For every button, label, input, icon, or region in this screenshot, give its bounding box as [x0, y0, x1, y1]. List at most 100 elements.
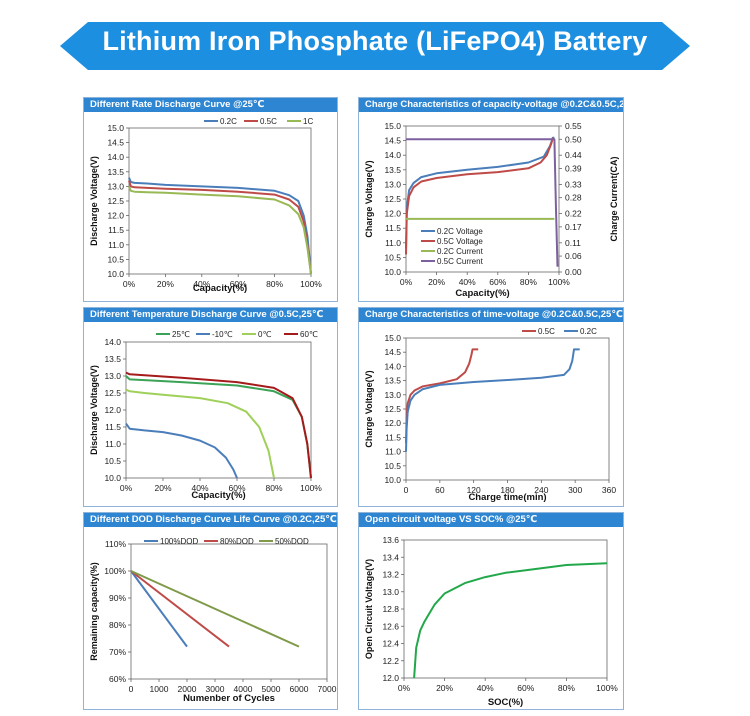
x-tick-label: 40%	[459, 277, 476, 287]
y2-tick-label: 0.06	[565, 251, 582, 261]
chart-title: Different Rate Discharge Curve @25℃	[84, 98, 337, 112]
y-tick-label: 13.0	[384, 179, 401, 189]
y-tick-label: 11.0	[385, 447, 401, 457]
y2-tick-label: 0.55	[565, 121, 582, 131]
x-tick-label: 0%	[398, 683, 411, 693]
x-tick-label: 80%	[266, 279, 283, 289]
x-tick-label: 300	[568, 485, 582, 495]
x-tick-label: 60	[435, 485, 445, 495]
ocv-soc-chart: 12.0 12.2 12.4 12.6 12.8 13.0 13.2 13.4 13.6 0% 20…	[364, 535, 618, 708]
x-axis-title: Capacity(%)	[455, 288, 509, 299]
y-tick-label: 14.5	[384, 136, 401, 146]
legend-label: 80%DOD	[220, 537, 254, 546]
chart-panel-rate-discharge: Different Rate Discharge Curve @25℃ 10.0…	[83, 97, 338, 302]
y-tick-label: 13.5	[107, 167, 124, 177]
legend-label: 0.5C	[260, 117, 277, 126]
y-tick-label: 10.0	[107, 269, 124, 279]
legend-label: 25℃	[172, 330, 190, 339]
y-tick-label: 70%	[109, 647, 126, 657]
plot-frame	[125, 341, 312, 479]
rate-discharge-chart: 10.0 10.5 11.0 11.5 12.0 12.5 13.0 13.5 14.0 14.5…	[89, 117, 322, 294]
x-tick-label: 240	[534, 485, 548, 495]
y-tick-label: 10.5	[384, 252, 401, 262]
plot-frame	[128, 127, 312, 275]
legend-label: 0.5C	[538, 327, 555, 336]
y-tick-label: 11.0	[108, 240, 124, 250]
y-tick-label: 10.5	[104, 456, 121, 466]
y-tick-label: 12.0	[384, 209, 401, 219]
series-line-0-2c	[405, 348, 580, 452]
y-tick-label: 10.0	[384, 475, 401, 485]
chart-panel-ocv-soc: Open circuit voltage VS SOC% @25℃ 12.0 12…	[358, 512, 624, 710]
x-tick-label: 40%	[477, 683, 494, 693]
y-tick-label: 14.0	[384, 150, 401, 160]
x-tick-label: 60%	[517, 683, 534, 693]
x-tick-label: 1000	[150, 684, 169, 694]
x-tick-label: 7000	[318, 684, 337, 694]
y-tick-label: 12.5	[104, 388, 121, 398]
time-voltage-chart: 10.0 10.5 11.0 11.5 12.0 12.5 13.0 13.5 14.0 14.5…	[364, 327, 616, 503]
y-tick-label: 60%	[109, 674, 126, 684]
y-tick-label: 14.0	[384, 361, 401, 371]
y2-tick-label: 0.50	[565, 134, 582, 144]
legend-label: 0.5C Voltage	[437, 237, 483, 246]
y-axis-title: Charge Voltage(V)	[364, 160, 374, 237]
y-tick-label: 12.5	[107, 196, 124, 206]
y-axis-title: Charge Voltage(V)	[364, 370, 374, 447]
series-line-100-dod	[130, 570, 188, 648]
y-tick-label: 13.5	[104, 354, 121, 364]
temperature-discharge-chart: 10.0 10.5 11.0 11.5 12.0 12.5 13.0 13.5 14.0 0% 20…	[89, 330, 322, 501]
y-tick-label: 12.0	[107, 211, 124, 221]
series-line-1c	[128, 186, 312, 275]
legend-label: 50%DOD	[275, 537, 309, 546]
y-tick-label: 11.0	[105, 439, 121, 449]
y-tick-label: 12.0	[384, 418, 401, 428]
y-axis-title: Open Circuit Voltage(V)	[364, 559, 374, 659]
y-tick-label: 100%	[104, 566, 126, 576]
legend-label: 0.2C	[580, 327, 597, 336]
x-axis-title: Numenber of Cycles	[183, 693, 275, 704]
x-tick-label: 100%	[548, 277, 570, 287]
legend-label: 0℃	[258, 330, 271, 339]
x-axis-title: Charge time(min)	[468, 492, 546, 503]
x-tick-label: 60%	[489, 277, 506, 287]
y-tick-label: 10.5	[384, 461, 401, 471]
legend-label: 1C	[303, 117, 313, 126]
legend-label: 0.2C Current	[437, 247, 484, 256]
y2-tick-label: 0.11	[565, 238, 581, 248]
y-tick-label: 110%	[105, 539, 127, 549]
y-tick-label: 11.5	[105, 422, 121, 432]
y-tick-label: 15.0	[384, 121, 401, 131]
y-tick-label: 14.0	[104, 337, 121, 347]
y-axis-title: Discharge Voltage(V)	[89, 365, 99, 455]
y-tick-label: 12.0	[104, 405, 121, 415]
y-tick-label: 13.6	[382, 535, 399, 545]
x-tick-label: 40%	[191, 483, 208, 493]
series-line-0-5c	[128, 180, 312, 275]
x-tick-label: 0%	[120, 483, 133, 493]
y2-tick-label: 0.39	[565, 163, 582, 173]
y2-tick-label: 0.28	[565, 193, 582, 203]
x-axis-title: Capacity(%)	[191, 490, 245, 501]
dod-life-chart: 60% 70% 80% 90% 100% 110% 0 1000 2000 3000 4000 500…	[89, 537, 337, 704]
y-tick-label: 12.2	[382, 656, 399, 666]
x-tick-label: 4000	[234, 684, 253, 694]
legend-label: 0.2C Voltage	[437, 227, 483, 236]
x-tick-label: 5000	[262, 684, 281, 694]
plot-frame	[130, 543, 328, 680]
y-tick-label: 12.8	[382, 604, 399, 614]
series-line-25-	[125, 375, 312, 479]
y-tick-label: 15.0	[384, 333, 401, 343]
y-tick-label: 13.0	[107, 181, 124, 191]
x-tick-label: 180	[500, 485, 514, 495]
series-line-60-	[125, 371, 312, 479]
chart-panel-dod-life: Different DOD Discharge Curve Life Curve…	[83, 512, 338, 710]
x-tick-label: 20%	[436, 683, 453, 693]
chart-panel-time-voltage: Charge Characteristics of time-voltage @…	[358, 307, 624, 507]
y-axis-title: Discharge Voltage(V)	[89, 156, 99, 246]
x-axis-title: Capacity(%)	[193, 283, 247, 294]
plot-frame	[403, 539, 608, 679]
legend-label: 100%DOD	[160, 537, 198, 546]
x-tick-label: 60%	[228, 483, 245, 493]
y-tick-label: 13.5	[384, 376, 401, 386]
